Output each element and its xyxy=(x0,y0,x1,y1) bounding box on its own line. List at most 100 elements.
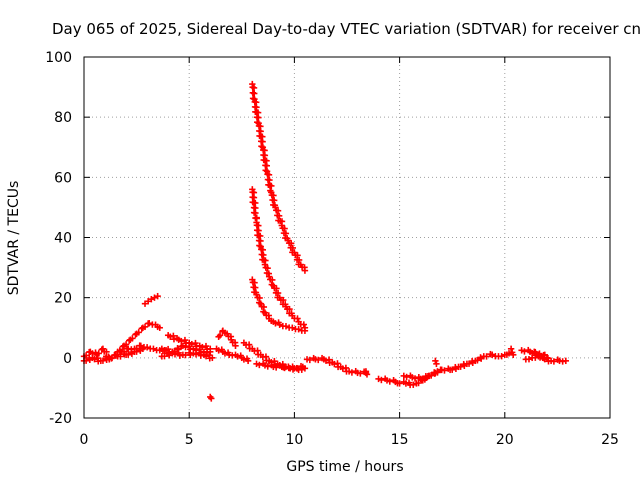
data-point xyxy=(141,323,149,331)
y-tick-label: 20 xyxy=(54,291,72,307)
data-point xyxy=(139,345,147,353)
data-point xyxy=(108,354,116,362)
data-point xyxy=(378,376,385,384)
data-point xyxy=(281,364,288,372)
x-tick-label: 25 xyxy=(601,432,619,448)
data-point xyxy=(294,315,301,322)
y-tick-label: 60 xyxy=(54,170,72,186)
series-arc-20 xyxy=(141,292,161,307)
data-point xyxy=(209,354,216,362)
x-tick-label: 5 xyxy=(185,432,194,448)
data-point xyxy=(176,352,183,359)
y-tick-label: 0 xyxy=(63,351,72,367)
data-point xyxy=(232,342,239,349)
series-arc-20-3 xyxy=(507,345,517,359)
data-point xyxy=(432,357,439,365)
data-point xyxy=(181,336,189,344)
data-point xyxy=(525,355,533,363)
series-arc-hump-65 xyxy=(215,327,239,349)
data-point xyxy=(362,368,370,375)
data-points xyxy=(80,80,570,402)
grid-lines xyxy=(84,57,610,418)
data-point xyxy=(507,345,515,353)
x-axis-label: GPS time / hours xyxy=(286,459,403,475)
data-point xyxy=(216,332,224,339)
series-spike-steep-90 xyxy=(249,80,309,274)
series-arc-13-5 xyxy=(362,368,371,378)
data-point xyxy=(550,358,558,365)
data-point xyxy=(161,346,168,354)
data-point xyxy=(178,337,185,345)
data-point xyxy=(188,340,196,348)
data-point xyxy=(135,329,142,336)
x-tick-label: 20 xyxy=(496,432,514,448)
series-arc-rise-12 xyxy=(114,320,163,356)
data-point xyxy=(146,320,153,327)
series-arc-21-5-to-23 xyxy=(531,348,570,365)
data-point xyxy=(95,350,102,357)
data-point xyxy=(348,369,356,376)
data-point xyxy=(116,347,123,354)
data-point xyxy=(263,162,270,169)
series-arc-8-to-10-low xyxy=(253,360,309,374)
x-tick-label: 0 xyxy=(80,432,89,448)
data-point xyxy=(257,237,264,245)
data-point xyxy=(510,351,517,359)
series-arc-21-to-22 xyxy=(522,351,548,363)
data-point xyxy=(282,323,290,330)
series-arc-10-to-13 xyxy=(303,354,370,377)
data-point xyxy=(125,337,133,344)
data-point xyxy=(154,292,161,300)
data-point xyxy=(171,351,179,358)
data-point xyxy=(264,363,271,370)
data-point xyxy=(192,351,200,358)
data-point xyxy=(208,395,215,402)
series-arc-early-low xyxy=(80,345,147,365)
series-arc-6-to-8 xyxy=(213,345,252,365)
series-spike-26 xyxy=(249,276,309,334)
data-point xyxy=(122,341,130,348)
plot-frame xyxy=(83,56,611,419)
data-point xyxy=(306,356,314,364)
data-point xyxy=(434,368,441,375)
data-point xyxy=(300,321,308,328)
data-point xyxy=(403,373,410,381)
data-point xyxy=(315,356,322,364)
data-point xyxy=(215,333,222,340)
y-tick-label: 100 xyxy=(45,50,72,66)
data-point xyxy=(250,84,258,92)
data-point xyxy=(244,357,252,365)
data-point xyxy=(119,343,127,350)
x-tick-label: 10 xyxy=(285,432,303,448)
data-point xyxy=(541,351,548,359)
data-point xyxy=(129,335,136,342)
data-point xyxy=(117,353,124,360)
data-point xyxy=(433,360,440,368)
data-point xyxy=(272,364,280,371)
data-point xyxy=(268,182,275,190)
data-point xyxy=(259,138,266,145)
data-point xyxy=(199,343,206,351)
data-point xyxy=(167,333,174,340)
y-tick-label: 40 xyxy=(54,231,72,247)
series-arc-19-to-20 xyxy=(488,350,513,360)
data-point xyxy=(132,331,139,338)
y-tick-label: 80 xyxy=(54,110,72,126)
data-point xyxy=(363,371,371,378)
series-spike-56 xyxy=(249,186,309,331)
data-point xyxy=(261,261,269,268)
data-point xyxy=(251,90,258,97)
data-point xyxy=(411,375,419,382)
data-point xyxy=(138,325,146,332)
data-point xyxy=(483,353,490,360)
chart-title: Day 065 of 2025, Sidereal Day-to-day VTE… xyxy=(52,20,640,38)
series-arc-15-to-17-b xyxy=(400,368,441,383)
series-arc-mid-3 xyxy=(158,349,216,362)
y-axis-label: SDTVAR / TECUs xyxy=(6,181,22,296)
data-point xyxy=(255,114,262,121)
data-point xyxy=(91,355,98,363)
data-point xyxy=(441,367,448,374)
data-point xyxy=(192,339,199,347)
series-arc-mid-2 xyxy=(164,332,214,353)
